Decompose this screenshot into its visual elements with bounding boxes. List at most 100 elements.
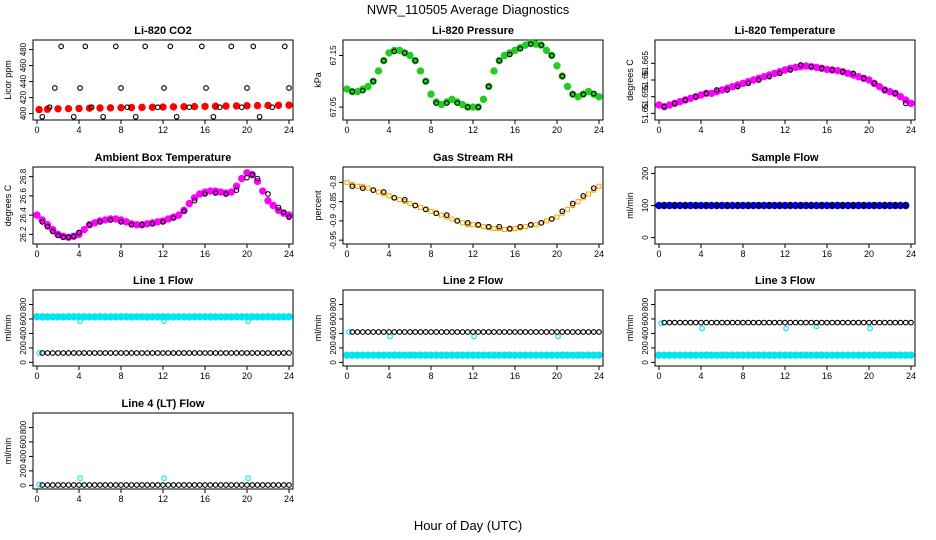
data-point — [265, 350, 271, 356]
x-tick-label: 16 — [510, 249, 520, 259]
data-point — [102, 482, 109, 488]
y-tick-label: 67.05 — [329, 97, 338, 118]
data-point — [233, 187, 240, 193]
data-point — [270, 350, 277, 356]
data-point — [253, 101, 262, 110]
x-tick-label: 8 — [428, 249, 433, 259]
data-point — [533, 222, 539, 228]
y-tick-label: 800 — [19, 297, 28, 311]
data-point — [443, 212, 450, 218]
data-point — [433, 329, 440, 335]
data-point — [202, 350, 208, 356]
data-point — [703, 319, 710, 326]
data-point — [222, 102, 230, 110]
data-point — [173, 113, 180, 120]
data-point — [755, 202, 762, 209]
data-point — [533, 329, 539, 335]
data-point — [699, 325, 705, 332]
data-point — [724, 319, 731, 326]
data-point — [275, 482, 282, 488]
data-point — [201, 102, 209, 111]
data-point — [439, 212, 444, 218]
data-point — [734, 202, 741, 209]
data-series — [661, 62, 909, 110]
data-point — [280, 209, 287, 216]
x-tick-label: 0 — [344, 249, 349, 259]
data-point — [139, 221, 145, 228]
data-series — [36, 475, 251, 488]
chart-title: Li-820 Temperature — [735, 25, 836, 37]
data-point — [496, 223, 503, 230]
x-tick-label: 0 — [656, 371, 661, 381]
data-point — [238, 350, 245, 356]
data-point — [671, 202, 678, 209]
y-tick-label: 480 — [19, 42, 28, 56]
data-point — [406, 51, 414, 60]
data-point — [829, 67, 836, 73]
data-point — [265, 191, 271, 197]
data-point — [118, 350, 124, 356]
data-point — [203, 85, 209, 91]
y-axis-label: ml/min — [313, 315, 323, 342]
data-point — [91, 350, 98, 356]
data-point — [501, 329, 508, 335]
data-point — [575, 199, 581, 205]
chart-title: Line 3 Flow — [755, 275, 815, 287]
data-point — [33, 211, 41, 219]
data-point — [470, 222, 476, 228]
data-point — [761, 319, 767, 326]
data-point — [580, 329, 587, 335]
chart-title: Li-820 Pressure — [432, 25, 514, 37]
chart-panel: Line 4 (LT) Flow ml/min 0 4 8 12 16 20 24 0 200400… — [3, 398, 294, 504]
data-point — [285, 101, 293, 109]
data-point — [39, 113, 46, 120]
data-point — [787, 67, 794, 73]
data-point — [596, 329, 602, 335]
chart-title: Ambient Box Temperature — [95, 152, 232, 164]
data-point — [223, 191, 229, 197]
data-point — [818, 319, 825, 326]
data-point — [475, 104, 482, 110]
x-tick-label: 24 — [594, 249, 604, 259]
data-point — [107, 482, 114, 488]
data-point — [391, 329, 398, 335]
x-tick-label: 24 — [906, 249, 916, 259]
data-series — [39, 482, 292, 488]
data-point — [76, 350, 82, 356]
x-tick-label: 20 — [552, 371, 562, 381]
data-point — [280, 482, 287, 488]
data-point — [376, 189, 381, 195]
data-series — [349, 41, 597, 110]
chart-title: Li-820 CO2 — [134, 25, 191, 37]
data-point — [165, 482, 172, 488]
data-point — [144, 482, 151, 488]
data-point — [364, 82, 372, 91]
data-point — [175, 350, 182, 356]
y-tick-label: 26.8 — [19, 168, 28, 184]
data-point — [76, 482, 82, 488]
data-point — [454, 329, 461, 335]
data-point — [590, 90, 597, 97]
data-point — [77, 85, 83, 91]
data-point — [881, 87, 888, 93]
data-point — [97, 482, 103, 488]
data-point — [569, 91, 576, 98]
data-point — [808, 202, 815, 209]
data-point — [892, 90, 899, 97]
data-point — [349, 183, 356, 190]
plot-frame — [32, 166, 294, 245]
x-tick-label: 16 — [200, 125, 210, 135]
data-point — [850, 70, 857, 77]
x-tick-label: 20 — [864, 125, 874, 135]
data-point — [138, 103, 146, 112]
data-point — [783, 325, 789, 332]
data-point — [708, 319, 715, 326]
y-tick-label: 420 — [19, 90, 28, 104]
y-tick-label: 440 — [19, 74, 28, 88]
data-point — [264, 196, 272, 205]
data-point — [274, 101, 283, 109]
data-point — [106, 104, 115, 112]
data-point — [380, 329, 387, 335]
data-point — [745, 80, 752, 87]
data-point — [249, 171, 256, 178]
